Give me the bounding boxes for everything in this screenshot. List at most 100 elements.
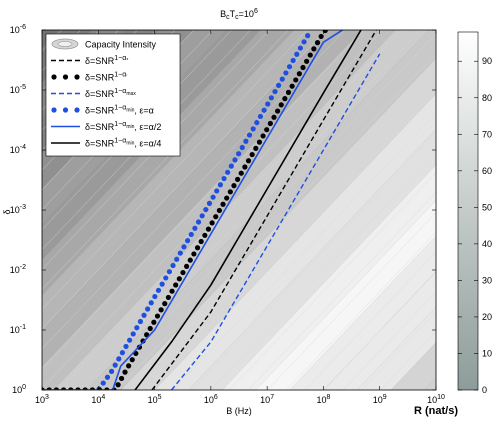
series-marker-s2 xyxy=(205,226,212,232)
series-marker-s4 xyxy=(159,281,165,287)
series-marker-s2 xyxy=(216,207,222,214)
contour-line xyxy=(323,271,436,390)
chart-title: BcTc=106 xyxy=(220,8,258,21)
series-marker-s2 xyxy=(275,108,281,114)
series-marker-s2 xyxy=(169,288,175,294)
series-marker-s2 xyxy=(158,307,164,313)
contour-band xyxy=(87,30,436,390)
contour-line xyxy=(42,30,327,330)
series-line-s3 xyxy=(170,53,381,390)
y-tick-label: 100 xyxy=(12,384,26,395)
series-marker-s4 xyxy=(243,138,249,144)
legend-label-s1: δ=SNR1−α* xyxy=(85,55,128,66)
contour-line xyxy=(116,53,436,390)
series-marker-s4 xyxy=(290,57,296,64)
series-marker-s2 xyxy=(318,33,324,40)
colorbar-gradient xyxy=(457,31,479,391)
series-marker-s4 xyxy=(145,306,151,312)
series-marker-s2 xyxy=(162,301,168,307)
legend-label-s2: δ=SNR1−α′ xyxy=(85,72,127,83)
contour-line xyxy=(210,152,436,390)
series-marker-s2 xyxy=(314,40,321,46)
contour-band xyxy=(255,200,436,390)
series-marker-s2 xyxy=(307,52,313,58)
series-marker-s4 xyxy=(203,206,209,213)
series-marker-s2 xyxy=(173,282,179,288)
series-marker-s4 xyxy=(163,275,169,281)
series-marker-s4 xyxy=(217,182,223,188)
series-marker-s2 xyxy=(198,238,204,245)
series-marker-s2 xyxy=(213,214,219,220)
series-marker-s2 xyxy=(300,64,306,71)
colorbar-tick-label: 40 xyxy=(482,239,492,249)
series-marker-s4 xyxy=(294,51,300,57)
series-marker-s4 xyxy=(152,293,158,300)
series-marker-s4 xyxy=(137,318,144,325)
contour-line xyxy=(172,112,436,390)
x-tick-label: 107 xyxy=(260,394,274,405)
y-tick-label: 10-3 xyxy=(10,204,26,215)
contour-band xyxy=(188,129,436,390)
series-marker-s2 xyxy=(129,357,135,363)
x-tick-label: 105 xyxy=(148,394,162,405)
contour-line xyxy=(42,30,308,310)
contour-line xyxy=(59,30,402,390)
series-marker-s2 xyxy=(191,251,197,257)
series-marker-s2 xyxy=(253,145,259,151)
colorbar-tick-label: 90 xyxy=(482,56,492,66)
colorbar-tick-label: 20 xyxy=(482,312,492,322)
x-axis-label: B (Hz) xyxy=(226,406,252,416)
y-tick-label: 10-5 xyxy=(10,84,26,95)
legend-marker-s4 xyxy=(74,107,80,113)
series-marker-s4 xyxy=(185,238,191,244)
contour-line xyxy=(42,30,251,250)
legend-label-s5: δ=SNR1−αmin, ε=α/2 xyxy=(85,121,161,132)
contour-band xyxy=(357,307,436,390)
series-marker-s2 xyxy=(227,189,233,195)
colorbar-tick-label: 70 xyxy=(482,129,492,139)
series-marker-s2 xyxy=(209,220,215,226)
series-marker-s4 xyxy=(134,325,140,331)
series-marker-s4 xyxy=(170,262,176,269)
contour-line xyxy=(248,192,436,390)
contour-band xyxy=(323,271,436,390)
contour-band xyxy=(492,30,498,390)
series-marker-s4 xyxy=(272,88,278,95)
contour-line xyxy=(134,72,436,390)
series-marker-s4 xyxy=(195,219,202,225)
contour-line xyxy=(42,30,365,370)
x-tick-label: 103 xyxy=(35,394,49,405)
series-marker-s2 xyxy=(165,294,172,301)
contour-line xyxy=(494,30,498,390)
series-marker-s4 xyxy=(261,107,267,113)
contour-line xyxy=(153,92,436,390)
series-marker-s4 xyxy=(214,188,220,194)
contour-line xyxy=(267,212,436,390)
series-marker-s2 xyxy=(180,269,186,276)
series-marker-s4 xyxy=(225,169,231,175)
series-marker-s4 xyxy=(265,101,271,107)
series-marker-s4 xyxy=(268,95,274,101)
x-tick-label: 109 xyxy=(373,394,387,405)
series-line-s5 xyxy=(42,30,344,390)
y-tick-label: 10-2 xyxy=(10,264,26,275)
series-marker-s2 xyxy=(147,325,153,332)
legend-marker-s2 xyxy=(74,74,80,80)
colorbar-tick-label: 50 xyxy=(482,202,492,212)
x-tick-label: 1010 xyxy=(427,394,445,405)
contour-band xyxy=(390,342,436,390)
series-marker-s2 xyxy=(304,58,310,64)
contour-line xyxy=(191,132,436,390)
y-tick-label: 10-6 xyxy=(10,24,26,35)
contour-line xyxy=(42,30,270,270)
legend-marker-s4 xyxy=(62,107,69,113)
series-marker-s2 xyxy=(293,77,299,83)
series-marker-s4 xyxy=(305,33,311,39)
series-marker-s2 xyxy=(249,151,255,158)
x-tick-label: 106 xyxy=(204,394,218,405)
series-marker-s2 xyxy=(224,195,230,201)
series-marker-s4 xyxy=(181,244,187,250)
series-marker-s2 xyxy=(126,363,132,369)
series-marker-s4 xyxy=(192,225,198,231)
series-marker-s2 xyxy=(242,164,248,170)
